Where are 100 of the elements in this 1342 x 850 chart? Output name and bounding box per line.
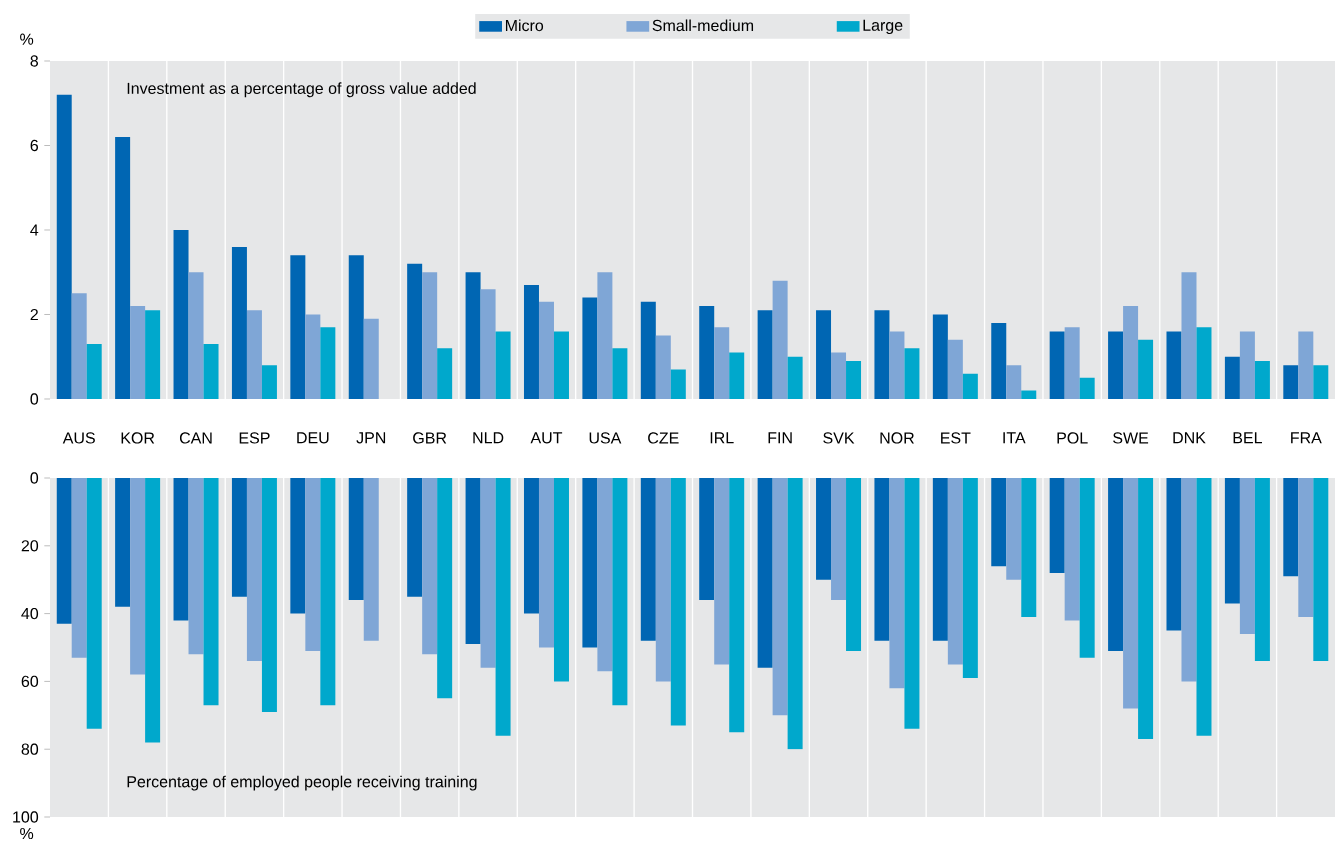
bar — [130, 306, 146, 399]
x-tick-label: DNK — [1173, 432, 1206, 444]
bar — [1239, 478, 1255, 634]
bar — [1166, 331, 1182, 399]
bar — [787, 478, 803, 750]
annotation: Investment as a percentage of gross value added — [127, 82, 476, 98]
y-tick-label: 0 — [30, 472, 39, 484]
bar — [612, 478, 628, 706]
bar — [538, 301, 554, 399]
x-tick-label: ESP — [239, 432, 270, 444]
bar — [1064, 327, 1080, 399]
bar — [1196, 478, 1212, 736]
bar — [145, 478, 161, 743]
bar — [904, 478, 920, 729]
bar — [655, 335, 671, 399]
bar — [553, 331, 569, 399]
bar — [1021, 478, 1037, 617]
x-tick-label: EST — [941, 432, 971, 444]
x-tick-label: FRA — [1291, 432, 1322, 444]
bar — [363, 478, 379, 641]
y-tick-label: 20 — [21, 540, 39, 552]
bar — [1049, 331, 1065, 399]
x-tick-label: NLD — [473, 432, 504, 444]
bar — [1239, 331, 1255, 399]
bar — [874, 310, 890, 399]
bar — [86, 478, 102, 729]
bar — [115, 478, 131, 607]
bar — [188, 272, 204, 399]
x-tick-label: GBR — [413, 432, 447, 444]
bar — [1254, 360, 1270, 399]
bar — [203, 344, 219, 399]
bar — [816, 310, 832, 399]
bar — [816, 478, 832, 580]
bar — [1049, 478, 1065, 573]
bar — [947, 478, 963, 665]
bar — [115, 137, 131, 399]
bar — [437, 348, 453, 399]
bar — [772, 280, 788, 399]
bar — [130, 478, 146, 675]
annotation: Percentage of employed people receiving training — [127, 775, 477, 791]
bar — [904, 348, 920, 399]
y-tick-label: 6 — [30, 139, 39, 152]
bar — [1313, 365, 1329, 399]
bar — [714, 478, 730, 665]
bar — [422, 272, 438, 399]
y-axis-title: % — [20, 33, 34, 45]
bar — [407, 478, 423, 597]
x-tick-label: FIN — [768, 432, 792, 444]
bar — [889, 478, 905, 689]
x-tick-label: POL — [1057, 432, 1088, 444]
legend-label: Micro — [505, 19, 544, 32]
x-tick-label: SWE — [1113, 432, 1149, 444]
bar — [1181, 478, 1197, 682]
y-axis-title: % — [20, 827, 34, 840]
x-tick-label: CAN — [179, 432, 212, 444]
bar — [655, 478, 671, 682]
x-tick-label: IRL — [710, 432, 734, 444]
bar — [640, 301, 656, 399]
y-tick-label: 8 — [30, 55, 39, 67]
bar — [1138, 339, 1154, 399]
bar — [320, 327, 336, 399]
bar — [56, 478, 72, 624]
bar — [597, 478, 613, 672]
bar — [348, 478, 364, 601]
bar — [145, 310, 161, 399]
bar — [495, 478, 511, 736]
bar — [86, 344, 102, 399]
y-tick-label: 40 — [21, 607, 39, 620]
bar — [495, 331, 511, 399]
bar — [290, 255, 306, 399]
y-tick-label: 2 — [30, 308, 38, 321]
bar — [173, 478, 189, 621]
y-tick-label: 60 — [21, 675, 39, 688]
bar — [71, 293, 87, 399]
x-tick-label: SVK — [823, 432, 855, 444]
bar — [1021, 390, 1037, 399]
bar — [246, 310, 262, 399]
bar — [1166, 478, 1182, 631]
bar — [1224, 478, 1240, 604]
bar — [1006, 478, 1022, 580]
bar — [1079, 377, 1095, 399]
bar — [480, 478, 496, 668]
bar — [757, 478, 773, 668]
bar — [699, 478, 715, 601]
bar — [962, 373, 978, 399]
bar — [465, 272, 481, 399]
bar — [962, 478, 978, 679]
bar — [480, 289, 496, 399]
bar — [1224, 356, 1240, 399]
bar — [523, 478, 539, 614]
bar — [1313, 478, 1329, 662]
bar — [1298, 478, 1314, 617]
bar — [261, 365, 277, 399]
bar — [465, 478, 481, 645]
x-tick-label: CZE — [648, 432, 679, 444]
bar — [874, 478, 890, 641]
y-tick-label: 100 — [13, 811, 39, 823]
x-tick-label: USA — [589, 432, 622, 444]
bar — [553, 478, 569, 682]
bar — [1283, 478, 1299, 577]
